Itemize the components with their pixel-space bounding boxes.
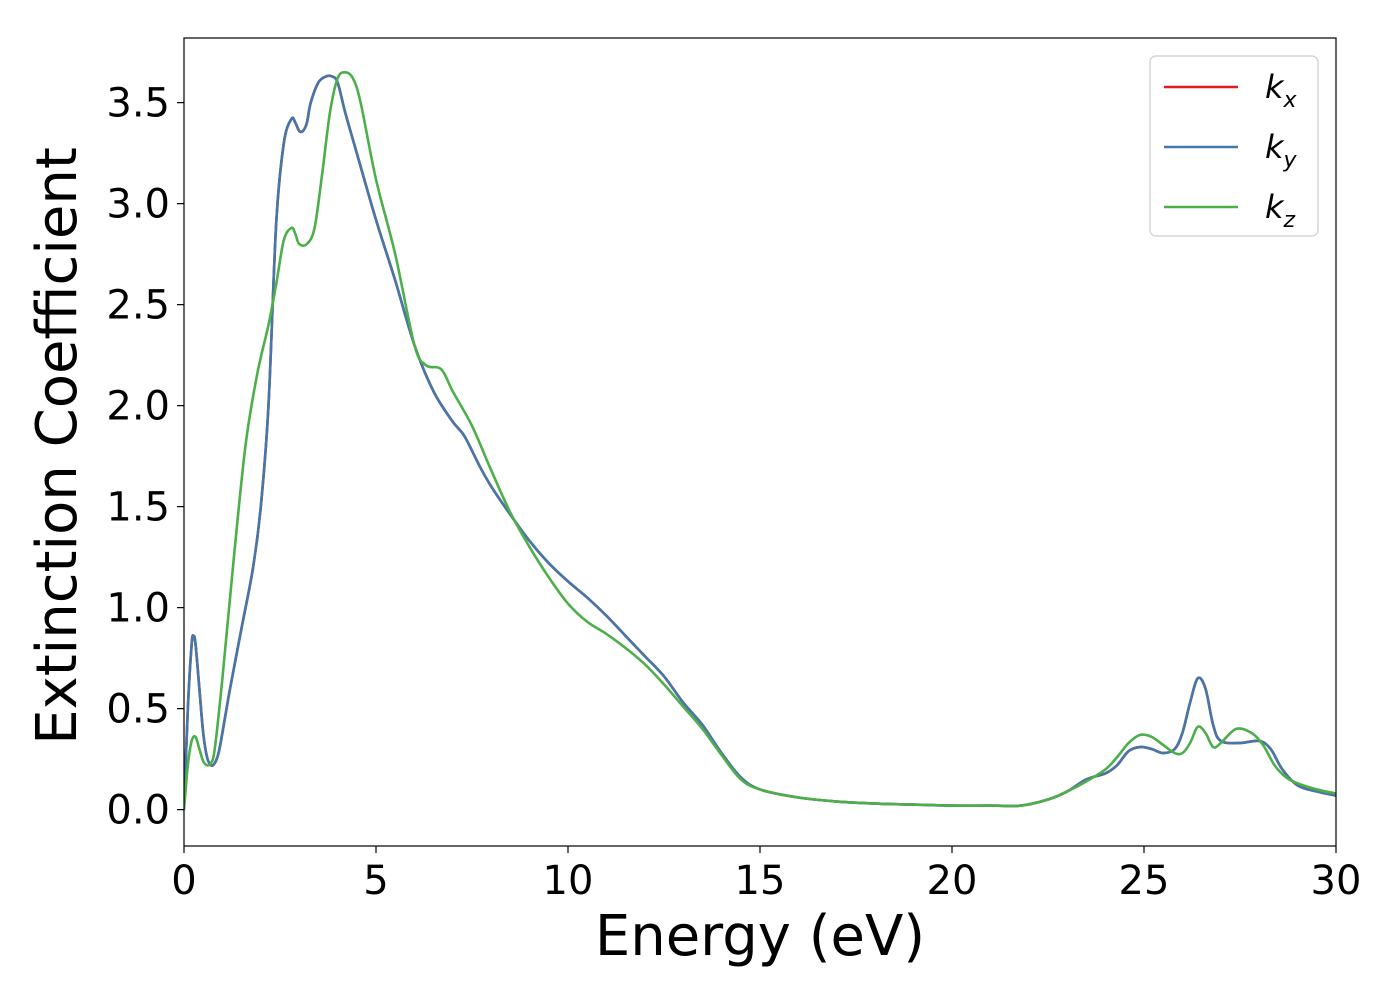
x-axis: 0 5 10 15 20 25 30: [171, 846, 1361, 904]
legend-label: ky: [1265, 128, 1298, 173]
y-tick-label: 0.5: [106, 687, 170, 733]
legend-label: kz: [1265, 188, 1296, 233]
series-lines: [184, 71, 1336, 810]
legend-label-subscript: y: [1283, 148, 1298, 173]
x-tick-label: 5: [363, 858, 388, 904]
y-tick-label: 2.0: [106, 384, 170, 430]
legend-label-base: k: [1265, 68, 1285, 106]
y-tick-label: 1.5: [106, 485, 170, 531]
x-tick-label: 30: [1311, 858, 1362, 904]
y-tick-label: 1.0: [106, 586, 170, 632]
x-tick-label: 20: [927, 858, 978, 904]
y-tick-label: 3.5: [106, 81, 170, 127]
legend-label: kx: [1265, 68, 1298, 113]
x-axis-title: Energy (eV): [595, 904, 925, 969]
x-tick-label: 15: [735, 858, 786, 904]
series-line-ky: [184, 74, 1336, 810]
legend-label-base: k: [1265, 128, 1285, 166]
legend-label-base: k: [1265, 188, 1285, 226]
x-tick-label: 0: [171, 858, 196, 904]
y-axis: 0.0 0.5 1.0 1.5 2.0 2.5 3.0 3.5: [106, 81, 184, 834]
x-tick-label: 25: [1119, 858, 1170, 904]
y-tick-label: 2.5: [106, 283, 170, 329]
y-axis-title: Extinction Coefficient: [25, 147, 90, 745]
y-tick-label: 0.0: [106, 788, 170, 834]
series-layer: [184, 71, 1336, 810]
legend-label-subscript: x: [1283, 88, 1298, 113]
series-line-kz: [184, 71, 1336, 810]
y-tick-label: 3.0: [106, 182, 170, 228]
x-tick-label: 10: [543, 858, 594, 904]
legend-label-subscript: z: [1283, 208, 1296, 233]
